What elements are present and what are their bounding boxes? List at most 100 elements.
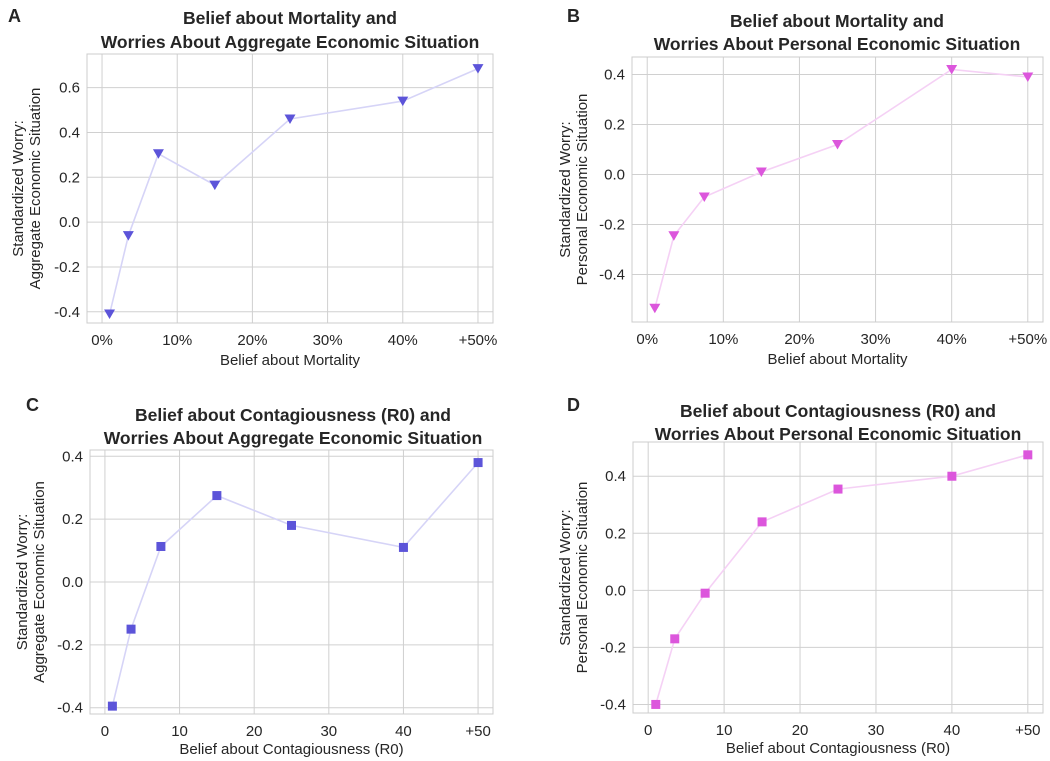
x-tick-label: 0 (101, 723, 109, 740)
panel-a: A Belief about Mortality and Worries About… (8, 6, 497, 369)
x-tick-label: 10 (171, 723, 188, 740)
data-point (832, 140, 843, 150)
data-point (947, 471, 957, 481)
x-tick-label: 20 (246, 723, 263, 740)
x-tick-label: 30% (313, 332, 343, 349)
panel-d: D Belief about Contagiousness (R0) and Wor… (557, 395, 1044, 757)
series-line (108, 67, 479, 315)
x-axis-label: Belief about Mortality (220, 352, 361, 369)
x-tick-label: 20% (784, 331, 814, 348)
data-point (209, 180, 221, 191)
data-point (397, 96, 409, 107)
data-point (668, 231, 680, 241)
y-tick-label: -0.4 (599, 267, 625, 284)
chart-title-line2: Worries About Aggregate Economic Situati… (104, 428, 483, 448)
data-point (1023, 450, 1033, 460)
y-tick-label: 0.4 (59, 124, 80, 141)
x-tick-label: 30% (861, 331, 891, 348)
data-point (833, 484, 843, 494)
y-axis-label-line2: Aggregate Economic Situation (31, 481, 48, 683)
data-point (670, 634, 680, 644)
y-tick-label: -0.2 (600, 639, 626, 656)
y-tick-label: 0.0 (605, 582, 626, 599)
data-point (284, 114, 296, 125)
data-point (700, 588, 710, 598)
chart-title-line1: Belief about Mortality and (183, 8, 397, 28)
x-tick-label: 40 (944, 722, 961, 739)
x-tick-label: 10% (162, 332, 192, 349)
x-tick-label: 40 (395, 723, 412, 740)
plot-frame (632, 441, 1044, 714)
chart-title-line1: Belief about Mortality and (730, 11, 944, 31)
x-tick-label: 20% (237, 332, 267, 349)
data-point (104, 309, 116, 320)
x-tick-label: +50% (1008, 331, 1047, 348)
series-line (654, 68, 1028, 309)
x-tick-label: 10% (708, 331, 738, 348)
y-tick-label: -0.2 (599, 217, 625, 234)
chart-title-line2: Worries About Personal Economic Situatio… (654, 34, 1021, 54)
x-tick-label: 0% (91, 332, 113, 349)
x-tick-label: 20 (792, 722, 809, 739)
data-point (1022, 72, 1034, 82)
x-tick-label: 30 (868, 722, 885, 739)
y-axis-label-line2: Personal Economic Situation (574, 482, 591, 674)
data-point (946, 65, 958, 75)
panel-letter: B (567, 6, 580, 26)
data-point (126, 624, 136, 634)
chart-title-line1: Belief about Contagiousness (R0) and (680, 401, 996, 421)
y-tick-label: -0.4 (54, 304, 80, 321)
y-tick-label: 0.4 (604, 67, 625, 84)
y-tick-label: -0.2 (54, 259, 80, 276)
y-tick-label: 0.4 (62, 448, 83, 465)
data-point (698, 192, 710, 202)
data-point (651, 699, 661, 709)
y-tick-label: 0.2 (59, 169, 80, 186)
x-tick-label: +50 (465, 723, 490, 740)
y-tick-label: 0.2 (605, 525, 626, 542)
y-axis-label-line1: Standardized Worry: (557, 509, 574, 645)
x-tick-label: 30 (320, 723, 337, 740)
chart-title-line1: Belief about Contagiousness (R0) and (135, 405, 451, 425)
data-point (473, 458, 483, 468)
y-tick-label: 0.6 (59, 80, 80, 97)
y-tick-label: 0.0 (604, 167, 625, 184)
y-axis-label-line1: Standardized Worry: (557, 121, 574, 257)
data-point (122, 231, 134, 241)
plot-frame (631, 56, 1044, 323)
y-tick-label: 0.4 (605, 468, 626, 485)
data-point (757, 517, 767, 527)
x-tick-label: 40% (388, 332, 418, 349)
data-point (152, 149, 164, 159)
y-axis-label-line1: Standardized Worry: (14, 514, 31, 650)
y-axis-label-line2: Aggregate Economic Situation (27, 88, 44, 290)
chart-title-line2: Worries About Personal Economic Situatio… (655, 424, 1022, 444)
chart-title-line2: Worries About Aggregate Economic Situati… (101, 32, 480, 52)
series-line (111, 462, 479, 707)
y-tick-label: -0.2 (57, 637, 83, 654)
x-axis-label: Belief about Contagiousness (R0) (179, 741, 403, 758)
y-tick-label: 0.2 (62, 511, 83, 528)
data-point (107, 701, 117, 711)
y-axis-label-line2: Personal Economic Situation (574, 94, 591, 286)
y-tick-label: -0.4 (57, 700, 83, 717)
data-point (755, 167, 767, 177)
x-tick-label: +50 (1015, 722, 1040, 739)
data-point (156, 541, 166, 551)
plot-frame (89, 449, 494, 715)
data-point (649, 303, 661, 314)
x-axis-label: Belief about Contagiousness (R0) (726, 740, 950, 757)
plot-frame (86, 53, 494, 324)
panel-letter: C (26, 395, 39, 415)
panel-letter: A (8, 6, 21, 26)
data-point (212, 491, 222, 501)
x-tick-label: 0 (644, 722, 652, 739)
panel-b: B Belief about Mortality and Worries About… (557, 6, 1047, 368)
panel-c: C Belief about Contagiousness (R0) and Wor… (14, 395, 494, 758)
data-point (287, 520, 296, 530)
y-tick-label: -0.4 (600, 696, 626, 713)
data-point (472, 64, 484, 74)
y-tick-label: 0.2 (604, 117, 625, 134)
x-tick-label: 10 (716, 722, 733, 739)
